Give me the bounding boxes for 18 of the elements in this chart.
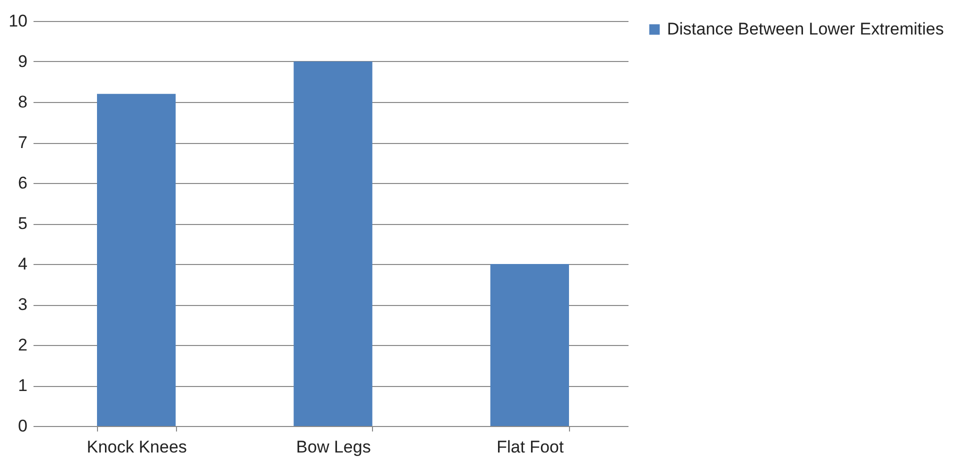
y-tick-label: 9: [18, 52, 28, 71]
y-tick-label: 8: [18, 92, 28, 112]
y-tick-label: 6: [18, 174, 28, 192]
legend-label: Distance Between Lower Extremities: [667, 20, 944, 38]
y-tick-label: 3: [18, 295, 28, 314]
y-tick-label: 0: [18, 416, 28, 436]
y-tick-label: 7: [18, 133, 28, 152]
x-tick-label: Bow Legs: [296, 438, 371, 456]
y-tick-label: 10: [8, 12, 28, 30]
y-tick-label: 5: [18, 214, 28, 233]
bar: [294, 62, 372, 426]
bar: [490, 264, 569, 426]
x-tick-label: Knock Knees: [86, 438, 187, 456]
y-tick-label: 2: [18, 336, 28, 354]
y-tick-label: 4: [18, 254, 28, 274]
y-tick-label: 1: [18, 376, 28, 395]
x-tick-label: Flat Foot: [496, 438, 564, 456]
bar: [97, 94, 176, 426]
